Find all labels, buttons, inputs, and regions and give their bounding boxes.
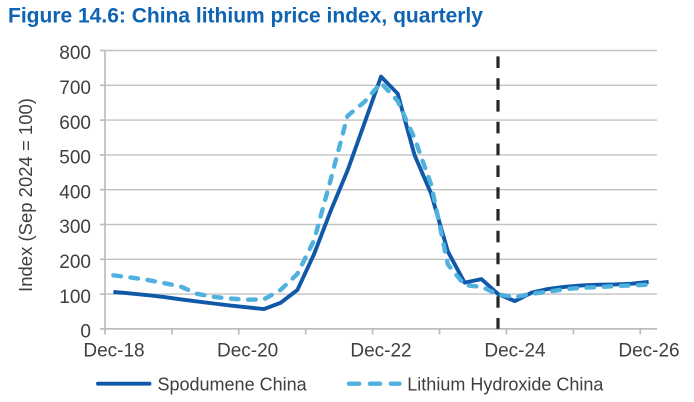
svg-text:300: 300 <box>59 217 91 238</box>
svg-text:500: 500 <box>59 148 91 169</box>
svg-text:Dec-18: Dec-18 <box>83 340 144 361</box>
svg-text:Dec-26: Dec-26 <box>618 340 679 361</box>
svg-text:800: 800 <box>59 43 91 64</box>
svg-text:Figure 14.6: China lithium pri: Figure 14.6: China lithium price index, … <box>8 5 483 28</box>
svg-text:Lithium Hydroxide China: Lithium Hydroxide China <box>407 375 604 395</box>
svg-text:400: 400 <box>59 182 91 203</box>
svg-text:0: 0 <box>80 322 91 343</box>
svg-text:Spodumene China: Spodumene China <box>158 375 308 395</box>
svg-text:Dec-20: Dec-20 <box>217 340 278 361</box>
svg-text:700: 700 <box>59 78 91 99</box>
svg-text:100: 100 <box>59 287 91 308</box>
svg-text:Dec-22: Dec-22 <box>350 340 411 361</box>
svg-text:Dec-24: Dec-24 <box>484 340 546 361</box>
svg-text:Index (Sep 2024 = 100): Index (Sep 2024 = 100) <box>15 98 36 292</box>
svg-text:600: 600 <box>59 113 91 134</box>
svg-text:200: 200 <box>59 252 91 273</box>
